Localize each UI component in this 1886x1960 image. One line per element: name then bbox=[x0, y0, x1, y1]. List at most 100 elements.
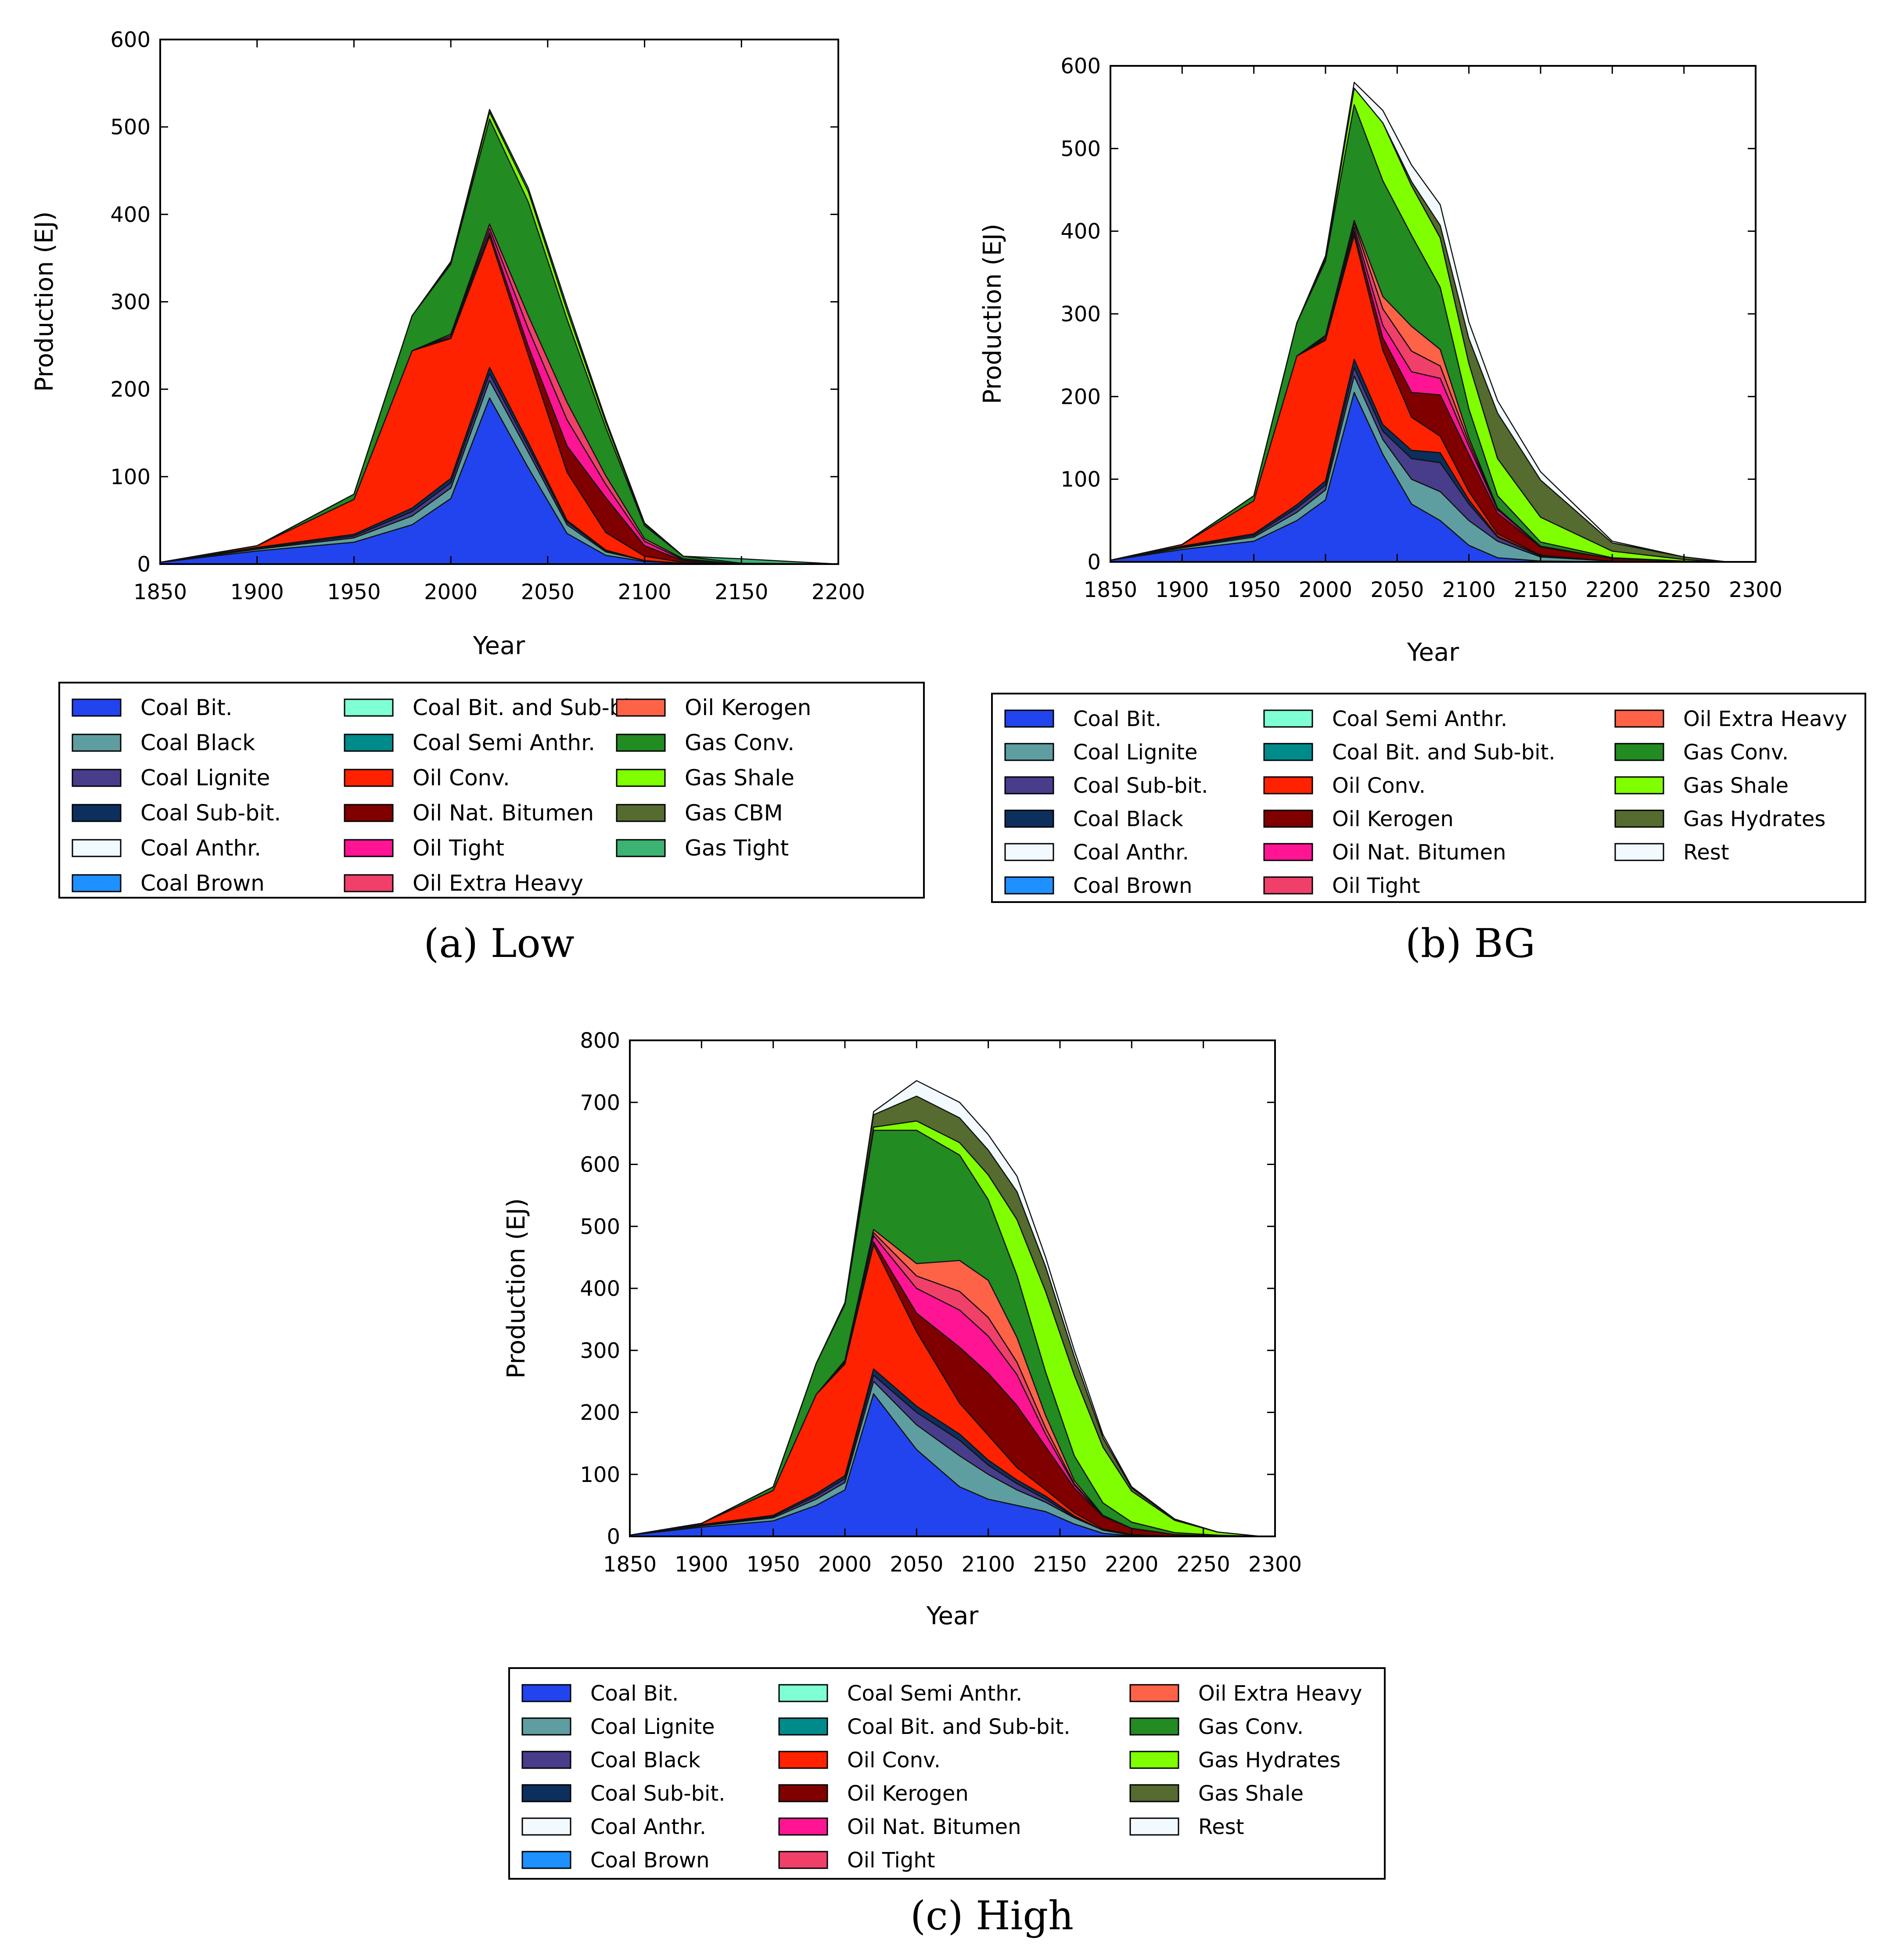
legend-swatch-gas-conv bbox=[1129, 1717, 1179, 1736]
legend-swatch-oil-conv bbox=[344, 769, 394, 787]
legend-swatch-gas-cbm bbox=[616, 804, 666, 822]
x-tick-label: 1950 bbox=[327, 580, 381, 604]
legend-label-coal-semi-anthr: Coal Semi Anthr. bbox=[1332, 707, 1507, 731]
y-ticks-bg: 0 100 200 300 400 500 600 bbox=[1060, 54, 1756, 575]
legend-swatch-oil-extra-heavy bbox=[1129, 1684, 1179, 1702]
y-tick-label: 200 bbox=[110, 378, 151, 402]
legend-label-coal-sub-bit: Coal Sub-bit. bbox=[590, 1781, 725, 1806]
legend-label-oil-kerogen: Oil Kerogen bbox=[847, 1781, 969, 1806]
x-tick-label: 2200 bbox=[812, 580, 865, 604]
y-axis-label-high: Production (EJ) bbox=[502, 1198, 531, 1378]
legend-box-high bbox=[508, 1667, 1386, 1880]
x-axis-label-bg: Year bbox=[1407, 638, 1460, 667]
legend-swatch-coal-brown bbox=[521, 1851, 571, 1869]
panel-bg: 0 100 200 300 400 500 600 1850 1900 1950 2000 2050… bbox=[978, 54, 1866, 967]
y-tick-label: 0 bbox=[137, 552, 151, 577]
legend-swatch-oil-nat-bitumen bbox=[344, 804, 394, 822]
legend-swatch-oil-tight bbox=[778, 1851, 828, 1869]
y-tick-label: 400 bbox=[580, 1277, 620, 1301]
legend-swatch-coal-black bbox=[72, 734, 122, 752]
legend-label-coal-bit-and-sub-bit: Coal Bit. and Sub-bit. bbox=[847, 1715, 1071, 1739]
x-tick-label: 2250 bbox=[1177, 1552, 1230, 1577]
legend-label-gas-conv: Gas Conv. bbox=[685, 730, 794, 755]
legend-label-oil-tight: Oil Tight bbox=[847, 1848, 935, 1873]
caption-high: (c) High bbox=[910, 1893, 1074, 1939]
x-tick-label: 1850 bbox=[1084, 578, 1137, 602]
y-tick-label: 100 bbox=[1060, 468, 1101, 492]
x-tick-label: 2300 bbox=[1729, 578, 1782, 602]
legend-swatch-coal-sub-bit bbox=[521, 1784, 571, 1802]
y-tick-label: 0 bbox=[1087, 550, 1101, 575]
x-tick-label: 2000 bbox=[1299, 578, 1352, 602]
legend-swatch-coal-brown bbox=[1004, 876, 1054, 895]
legend-swatch-coal-black bbox=[521, 1751, 571, 1769]
legend-label-coal-lignite: Coal Lignite bbox=[590, 1715, 715, 1739]
legend-label-gas-hydrates: Gas Hydrates bbox=[1683, 807, 1825, 831]
y-tick-label: 300 bbox=[580, 1338, 620, 1363]
legend-swatch-gas-conv bbox=[1614, 743, 1664, 761]
legend-label-oil-extra-heavy: Oil Extra Heavy bbox=[1683, 707, 1847, 731]
x-tick-label: 1850 bbox=[603, 1552, 657, 1577]
y-tick-label: 500 bbox=[1060, 137, 1101, 161]
legend-swatch-coal-semi-anthr bbox=[344, 734, 394, 752]
x-tick-label: 1900 bbox=[230, 580, 284, 604]
x-tick-label: 1950 bbox=[747, 1552, 800, 1577]
legend-label-gas-conv: Gas Conv. bbox=[1198, 1715, 1304, 1739]
legend-low: Coal Bit. Coal Black Coal Lignite Coal Sub-… bbox=[72, 695, 811, 896]
x-tick-label: 2150 bbox=[1514, 578, 1567, 602]
legend-swatch-coal-anthr bbox=[1004, 843, 1054, 861]
legend-label-gas-shale: Gas Shale bbox=[1198, 1781, 1304, 1806]
legend-swatch-coal-semi-anthr bbox=[1263, 709, 1313, 728]
y-tick-label: 300 bbox=[1060, 302, 1101, 327]
x-tick-label: 2000 bbox=[424, 580, 478, 604]
x-tick-label: 2100 bbox=[962, 1552, 1015, 1577]
y-tick-label: 0 bbox=[607, 1525, 620, 1549]
legend-label-oil-tight: Oil Tight bbox=[413, 835, 504, 861]
legend-label-coal-anthr: Coal Anthr. bbox=[140, 835, 261, 861]
legend-label-oil-conv: Oil Conv. bbox=[847, 1748, 941, 1773]
legend-swatch-oil-tight bbox=[1263, 876, 1313, 895]
legend-label-coal-black: Coal Black bbox=[140, 730, 255, 755]
caption-low: (a) Low bbox=[424, 921, 574, 967]
y-ticks-low: 0 100 200 300 400 500 600 bbox=[110, 28, 838, 577]
legend-high: Coal Bit. Coal Lignite Coal Black Coal Sub-… bbox=[521, 1681, 1362, 1873]
legend-box-low bbox=[58, 682, 925, 899]
legend-label-gas-cbm: Gas CBM bbox=[685, 800, 783, 826]
legend-label-coal-bit: Coal Bit. bbox=[590, 1681, 679, 1706]
legend-label-coal-black: Coal Black bbox=[590, 1748, 701, 1773]
legend-label-coal-bit: Coal Bit. bbox=[1073, 707, 1161, 731]
legend-swatch-coal-sub-bit bbox=[72, 804, 122, 822]
x-tick-label: 1850 bbox=[133, 580, 187, 604]
x-tick-label: 2150 bbox=[1033, 1552, 1087, 1577]
x-tick-label: 1950 bbox=[1227, 578, 1281, 602]
x-ticks-low: 1850 1900 1950 2000 2050 2100 2150 2200 bbox=[133, 40, 865, 604]
legend-swatch-gas-shale bbox=[1129, 1784, 1179, 1802]
legend-swatch-oil-nat-bitumen bbox=[778, 1817, 828, 1836]
legend-label-coal-bit-and-sub-bit: Coal Bit. and Sub-bit. bbox=[413, 695, 645, 720]
panel-low: 0 100 200 300 400 500 600 1850 1900 1950 2000 2050… bbox=[30, 28, 925, 967]
legend-swatch-gas-shale bbox=[1614, 776, 1664, 795]
legend-label-coal-anthr: Coal Anthr. bbox=[1073, 840, 1189, 865]
legend-label-coal-lignite: Coal Lignite bbox=[140, 765, 270, 791]
legend-swatch-oil-kerogen bbox=[778, 1784, 828, 1802]
legend-label-coal-lignite: Coal Lignite bbox=[1073, 740, 1198, 765]
legend-swatch-oil-conv bbox=[778, 1751, 828, 1769]
legend-swatch-coal-lignite bbox=[72, 769, 122, 787]
x-tick-label: 2050 bbox=[1370, 578, 1424, 602]
y-tick-label: 500 bbox=[110, 115, 151, 140]
legend-swatch-gas-shale bbox=[616, 769, 666, 787]
legend-swatch-rest bbox=[1614, 843, 1664, 861]
x-ticks-high: 1850 1900 1950 2000 2050 2100 2150 2200 2250 2300 bbox=[603, 1040, 1302, 1577]
y-tick-label: 600 bbox=[580, 1153, 620, 1177]
legend-swatch-coal-bit bbox=[72, 698, 122, 717]
x-tick-label: 1900 bbox=[675, 1552, 728, 1577]
x-tick-label: 1900 bbox=[1155, 578, 1209, 602]
legend-label-coal-bit: Coal Bit. bbox=[140, 695, 233, 720]
y-tick-label: 400 bbox=[110, 202, 151, 227]
legend-label-rest: Rest bbox=[1198, 1815, 1244, 1839]
legend-label-coal-sub-bit: Coal Sub-bit. bbox=[1073, 773, 1208, 798]
legend-label-coal-black: Coal Black bbox=[1073, 807, 1183, 831]
x-ticks-bg: 1850 1900 1950 2000 2050 2100 2150 2200 2250 2300 bbox=[1084, 66, 1782, 602]
legend-swatch-oil-kerogen bbox=[1263, 809, 1313, 828]
legend-swatch-coal-brown bbox=[72, 874, 122, 892]
